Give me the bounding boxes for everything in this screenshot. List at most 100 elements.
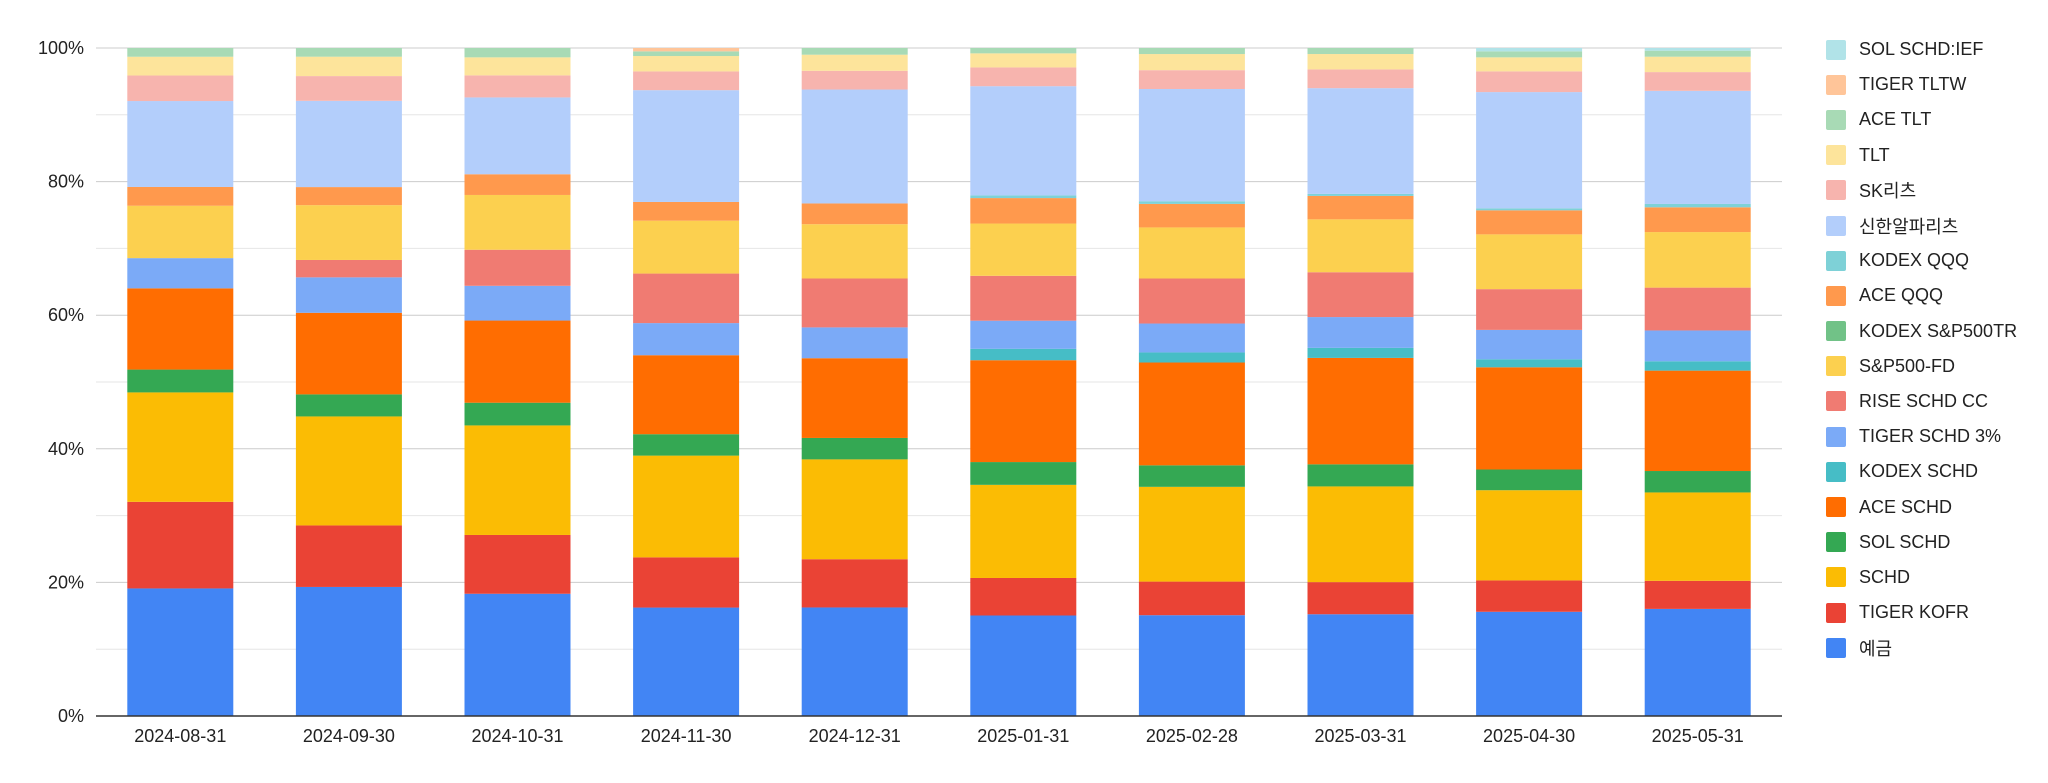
bar-segment[interactable] (1476, 71, 1583, 93)
bar-segment[interactable] (464, 48, 571, 58)
bar-segment[interactable] (295, 312, 402, 395)
bar-segment[interactable] (127, 392, 234, 502)
bar-segment[interactable] (1138, 615, 1245, 716)
bar-segment[interactable] (1644, 203, 1751, 208)
legend-item[interactable]: TIGER KOFR (1826, 595, 2017, 630)
bar-segment[interactable] (295, 100, 402, 188)
bar-segment[interactable] (127, 205, 234, 259)
legend-item[interactable]: KODEX S&P500TR (1826, 314, 2017, 349)
bar-segment[interactable] (970, 360, 1077, 463)
bar-segment[interactable] (1476, 469, 1583, 491)
bar-segment[interactable] (1476, 359, 1583, 368)
legend-item[interactable]: S&P500-FD (1826, 349, 2017, 384)
legend-item[interactable]: ACE TLT (1826, 102, 2017, 137)
bar-segment[interactable] (633, 323, 740, 356)
bar-segment[interactable] (1476, 210, 1583, 235)
bar-segment[interactable] (633, 56, 740, 72)
bar-segment[interactable] (970, 67, 1077, 87)
bar-segment[interactable] (1307, 219, 1414, 273)
bar-segment[interactable] (801, 607, 908, 716)
legend-item[interactable]: 예금 (1826, 630, 2017, 665)
bar-segment[interactable] (1138, 88, 1245, 202)
bar-segment[interactable] (970, 48, 1077, 54)
bar-segment[interactable] (295, 48, 402, 57)
bar-segment[interactable] (1138, 278, 1245, 324)
bar-segment[interactable] (1476, 329, 1583, 360)
bar-segment[interactable] (1644, 471, 1751, 493)
bar-segment[interactable] (801, 559, 908, 608)
bar-segment[interactable] (801, 437, 908, 460)
legend-item[interactable]: RISE SCHD CC (1826, 384, 2017, 419)
bar-segment[interactable] (1644, 232, 1751, 288)
bar-segment[interactable] (633, 51, 740, 57)
bar-segment[interactable] (295, 205, 402, 260)
bar-segment[interactable] (1644, 90, 1751, 204)
bar-segment[interactable] (464, 534, 571, 594)
bar-segment[interactable] (464, 285, 571, 321)
bar-segment[interactable] (1307, 88, 1414, 194)
bar-segment[interactable] (970, 615, 1077, 716)
bar-segment[interactable] (970, 86, 1077, 196)
bar-segment[interactable] (1138, 352, 1245, 363)
bar-segment[interactable] (970, 348, 1077, 361)
bar-segment[interactable] (1644, 48, 1751, 51)
bar-segment[interactable] (1644, 492, 1751, 581)
bar-segment[interactable] (127, 369, 234, 393)
bar-segment[interactable] (801, 358, 908, 438)
bar-segment[interactable] (295, 56, 402, 77)
bar-segment[interactable] (1644, 608, 1751, 716)
legend-item[interactable]: SK리츠 (1826, 173, 2017, 208)
bar-segment[interactable] (970, 198, 1077, 224)
bar-segment[interactable] (1307, 464, 1414, 487)
bar-segment[interactable] (633, 90, 740, 202)
bar-segment[interactable] (127, 48, 234, 57)
bar-segment[interactable] (1476, 611, 1583, 716)
bar-segment[interactable] (1476, 57, 1583, 72)
bar-segment[interactable] (464, 249, 571, 286)
bar-segment[interactable] (1307, 195, 1414, 220)
bar-segment[interactable] (1138, 48, 1245, 55)
bar-segment[interactable] (464, 425, 571, 535)
bar-segment[interactable] (970, 577, 1077, 616)
bar-segment[interactable] (970, 223, 1077, 276)
legend-item[interactable]: ACE SCHD (1826, 489, 2017, 524)
bar-segment[interactable] (1476, 234, 1583, 290)
legend-item[interactable]: KODEX QQQ (1826, 243, 2017, 278)
bar-segment[interactable] (1307, 614, 1414, 716)
bar-segment[interactable] (127, 288, 234, 370)
legend-item[interactable]: TLT (1826, 138, 2017, 173)
bar-segment[interactable] (127, 56, 234, 76)
bar-segment[interactable] (1307, 193, 1414, 196)
bar-segment[interactable] (633, 557, 740, 608)
bar-segment[interactable] (464, 320, 571, 403)
bar-segment[interactable] (1138, 54, 1245, 71)
bar-segment[interactable] (633, 201, 740, 221)
bar-segment[interactable] (1476, 580, 1583, 612)
bar-segment[interactable] (801, 327, 908, 359)
bar-segment[interactable] (970, 53, 1077, 68)
bar-segment[interactable] (633, 607, 740, 716)
bar-segment[interactable] (801, 89, 908, 204)
bar-segment[interactable] (1138, 581, 1245, 616)
bar-segment[interactable] (295, 187, 402, 206)
bar-segment[interactable] (801, 278, 908, 328)
bar-segment[interactable] (801, 54, 908, 71)
bar-segment[interactable] (1307, 347, 1414, 358)
legend-item[interactable]: TIGER TLTW (1826, 67, 2017, 102)
bar-segment[interactable] (633, 455, 740, 558)
bar-segment[interactable] (970, 462, 1077, 485)
bar-segment[interactable] (970, 484, 1077, 578)
bar-segment[interactable] (633, 273, 740, 324)
bar-segment[interactable] (1138, 201, 1245, 204)
bar-segment[interactable] (1138, 227, 1245, 279)
bar-segment[interactable] (295, 277, 402, 313)
bar-segment[interactable] (1307, 48, 1414, 55)
bar-segment[interactable] (1644, 287, 1751, 331)
bar-segment[interactable] (633, 48, 740, 52)
bar-segment[interactable] (1644, 370, 1751, 472)
bar-segment[interactable] (127, 588, 234, 716)
legend-item[interactable]: KODEX SCHD (1826, 454, 2017, 489)
legend-item[interactable]: 신한알파리츠 (1826, 208, 2017, 243)
bar-segment[interactable] (1138, 70, 1245, 89)
bar-segment[interactable] (295, 586, 402, 716)
